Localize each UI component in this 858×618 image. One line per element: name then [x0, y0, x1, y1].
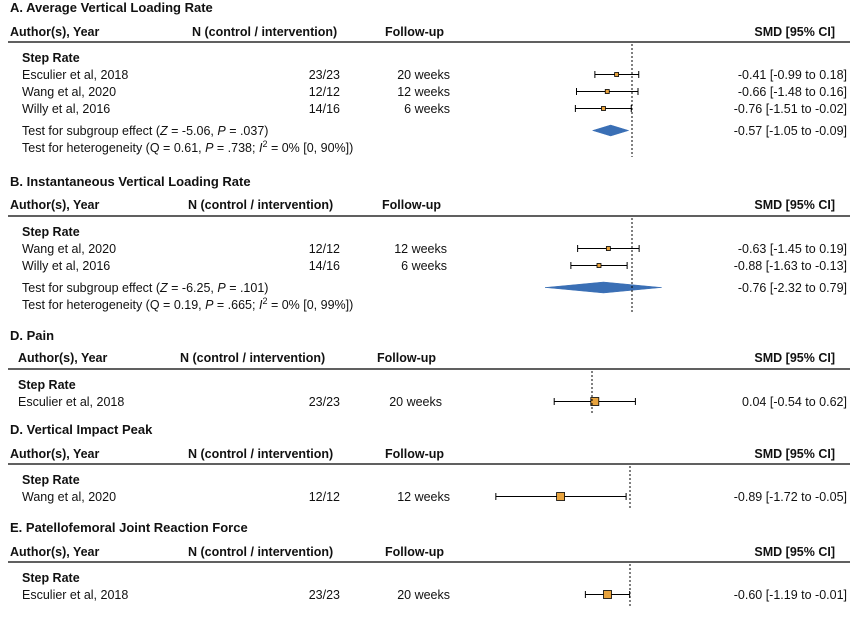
study-followup: 20 weeks: [397, 588, 450, 602]
group-label: Step Rate: [22, 51, 80, 65]
header-author: Author(s), Year: [10, 545, 100, 559]
summary-diamond: [591, 124, 630, 137]
study-author: Willy et al, 2016: [22, 102, 110, 116]
test-heterogeneity-text: Test for heterogeneity (Q = 0.61, P = .7…: [22, 139, 353, 155]
study-followup: 20 weeks: [389, 395, 442, 409]
forest-panel-4: D. Vertical Impact Peak Author(s), Year N …: [8, 422, 850, 509]
study-author: Wang et al, 2020: [22, 85, 116, 99]
header-smd: SMD [95% CI]: [754, 545, 835, 559]
header-followup: Follow-up: [385, 545, 444, 559]
header-author: Author(s), Year: [10, 198, 100, 212]
study-ci-text: -0.60 [-1.19 to -0.01]: [734, 588, 847, 602]
study-followup: 6 weeks: [404, 102, 450, 116]
study-n: 14/16: [309, 102, 340, 116]
summary-ci-text: -0.76 [-2.32 to 0.79]: [738, 281, 847, 295]
study-followup: 20 weeks: [397, 68, 450, 82]
study-followup: 12 weeks: [394, 242, 447, 256]
point-estimate: [596, 263, 602, 268]
study-ci-text: -0.76 [-1.51 to -0.02]: [734, 102, 847, 116]
point-estimate: [605, 246, 611, 251]
point-estimate: [556, 492, 565, 501]
study-n: 23/23: [309, 588, 340, 602]
point-estimate: [590, 397, 600, 406]
study-n: 12/12: [309, 242, 340, 256]
panel-title: D. Vertical Impact Peak: [10, 422, 153, 437]
header-n: N (control / intervention): [188, 447, 333, 461]
study-n: 14/16: [309, 259, 340, 273]
study-ci-text: -0.89 [-1.72 to -0.05]: [734, 490, 847, 504]
study-n: 23/23: [309, 395, 340, 409]
header-author: Author(s), Year: [10, 25, 100, 39]
header-n: N (control / intervention): [180, 351, 325, 365]
study-followup: 12 weeks: [397, 490, 450, 504]
header-smd: SMD [95% CI]: [754, 25, 835, 39]
study-author: Esculier et al, 2018: [22, 588, 128, 602]
study-ci-text: -0.41 [-0.99 to 0.18]: [738, 68, 847, 82]
study-n: 23/23: [309, 68, 340, 82]
study-ci-text: -0.88 [-1.63 to -0.13]: [734, 259, 847, 273]
header-author: Author(s), Year: [18, 351, 108, 365]
header-author: Author(s), Year: [10, 447, 100, 461]
study-ci-text: 0.04 [-0.54 to 0.62]: [742, 395, 847, 409]
forest-panel-1: A. Average Vertical Loading Rate Author(s…: [8, 0, 850, 157]
header-n: N (control / intervention): [188, 545, 333, 559]
forest-panel-5: E. Patellofemoral Joint Reaction Force Au…: [8, 520, 850, 607]
point-estimate: [604, 89, 610, 94]
header-followup: Follow-up: [385, 25, 444, 39]
header-n: N (control / intervention): [188, 198, 333, 212]
study-followup: 12 weeks: [397, 85, 450, 99]
panel-title: D. Pain: [10, 328, 54, 343]
summary-diamond: [544, 281, 662, 294]
forest-panel-2: B. Instantaneous Vertical Loading Rate Au…: [8, 174, 850, 314]
panel-title: A. Average Vertical Loading Rate: [10, 0, 213, 15]
header-followup: Follow-up: [385, 447, 444, 461]
panel-title: E. Patellofemoral Joint Reaction Force: [10, 520, 248, 535]
study-ci-text: -0.63 [-1.45 to 0.19]: [738, 242, 847, 256]
header-smd: SMD [95% CI]: [754, 198, 835, 212]
group-label: Step Rate: [22, 225, 80, 239]
study-n: 12/12: [309, 490, 340, 504]
point-estimate: [614, 72, 620, 77]
point-estimate: [601, 106, 606, 111]
group-label: Step Rate: [22, 473, 80, 487]
group-label: Step Rate: [18, 378, 76, 392]
test-heterogeneity-text: Test for heterogeneity (Q = 0.19, P = .6…: [22, 296, 353, 312]
study-author: Esculier et al, 2018: [22, 68, 128, 82]
header-n: N (control / intervention): [192, 25, 337, 39]
header-followup: Follow-up: [382, 198, 441, 212]
study-ci-text: -0.66 [-1.48 to 0.16]: [738, 85, 847, 99]
study-author: Wang et al, 2020: [22, 242, 116, 256]
point-estimate: [603, 590, 612, 599]
forest-panel-3: D. Pain Author(s), Year N (control / inter…: [8, 328, 850, 414]
test-subgroup-text: Test for subgroup effect (Z = -5.06, P =…: [22, 124, 268, 138]
group-label: Step Rate: [22, 571, 80, 585]
study-author: Esculier et al, 2018: [18, 395, 124, 409]
panel-title: B. Instantaneous Vertical Loading Rate: [10, 174, 251, 189]
study-author: Wang et al, 2020: [22, 490, 116, 504]
summary-ci-text: -0.57 [-1.05 to -0.09]: [734, 124, 847, 138]
header-smd: SMD [95% CI]: [754, 447, 835, 461]
header-followup: Follow-up: [377, 351, 436, 365]
study-author: Willy et al, 2016: [22, 259, 110, 273]
study-n: 12/12: [309, 85, 340, 99]
study-followup: 6 weeks: [401, 259, 447, 273]
test-subgroup-text: Test for subgroup effect (Z = -6.25, P =…: [22, 281, 268, 295]
header-smd: SMD [95% CI]: [754, 351, 835, 365]
